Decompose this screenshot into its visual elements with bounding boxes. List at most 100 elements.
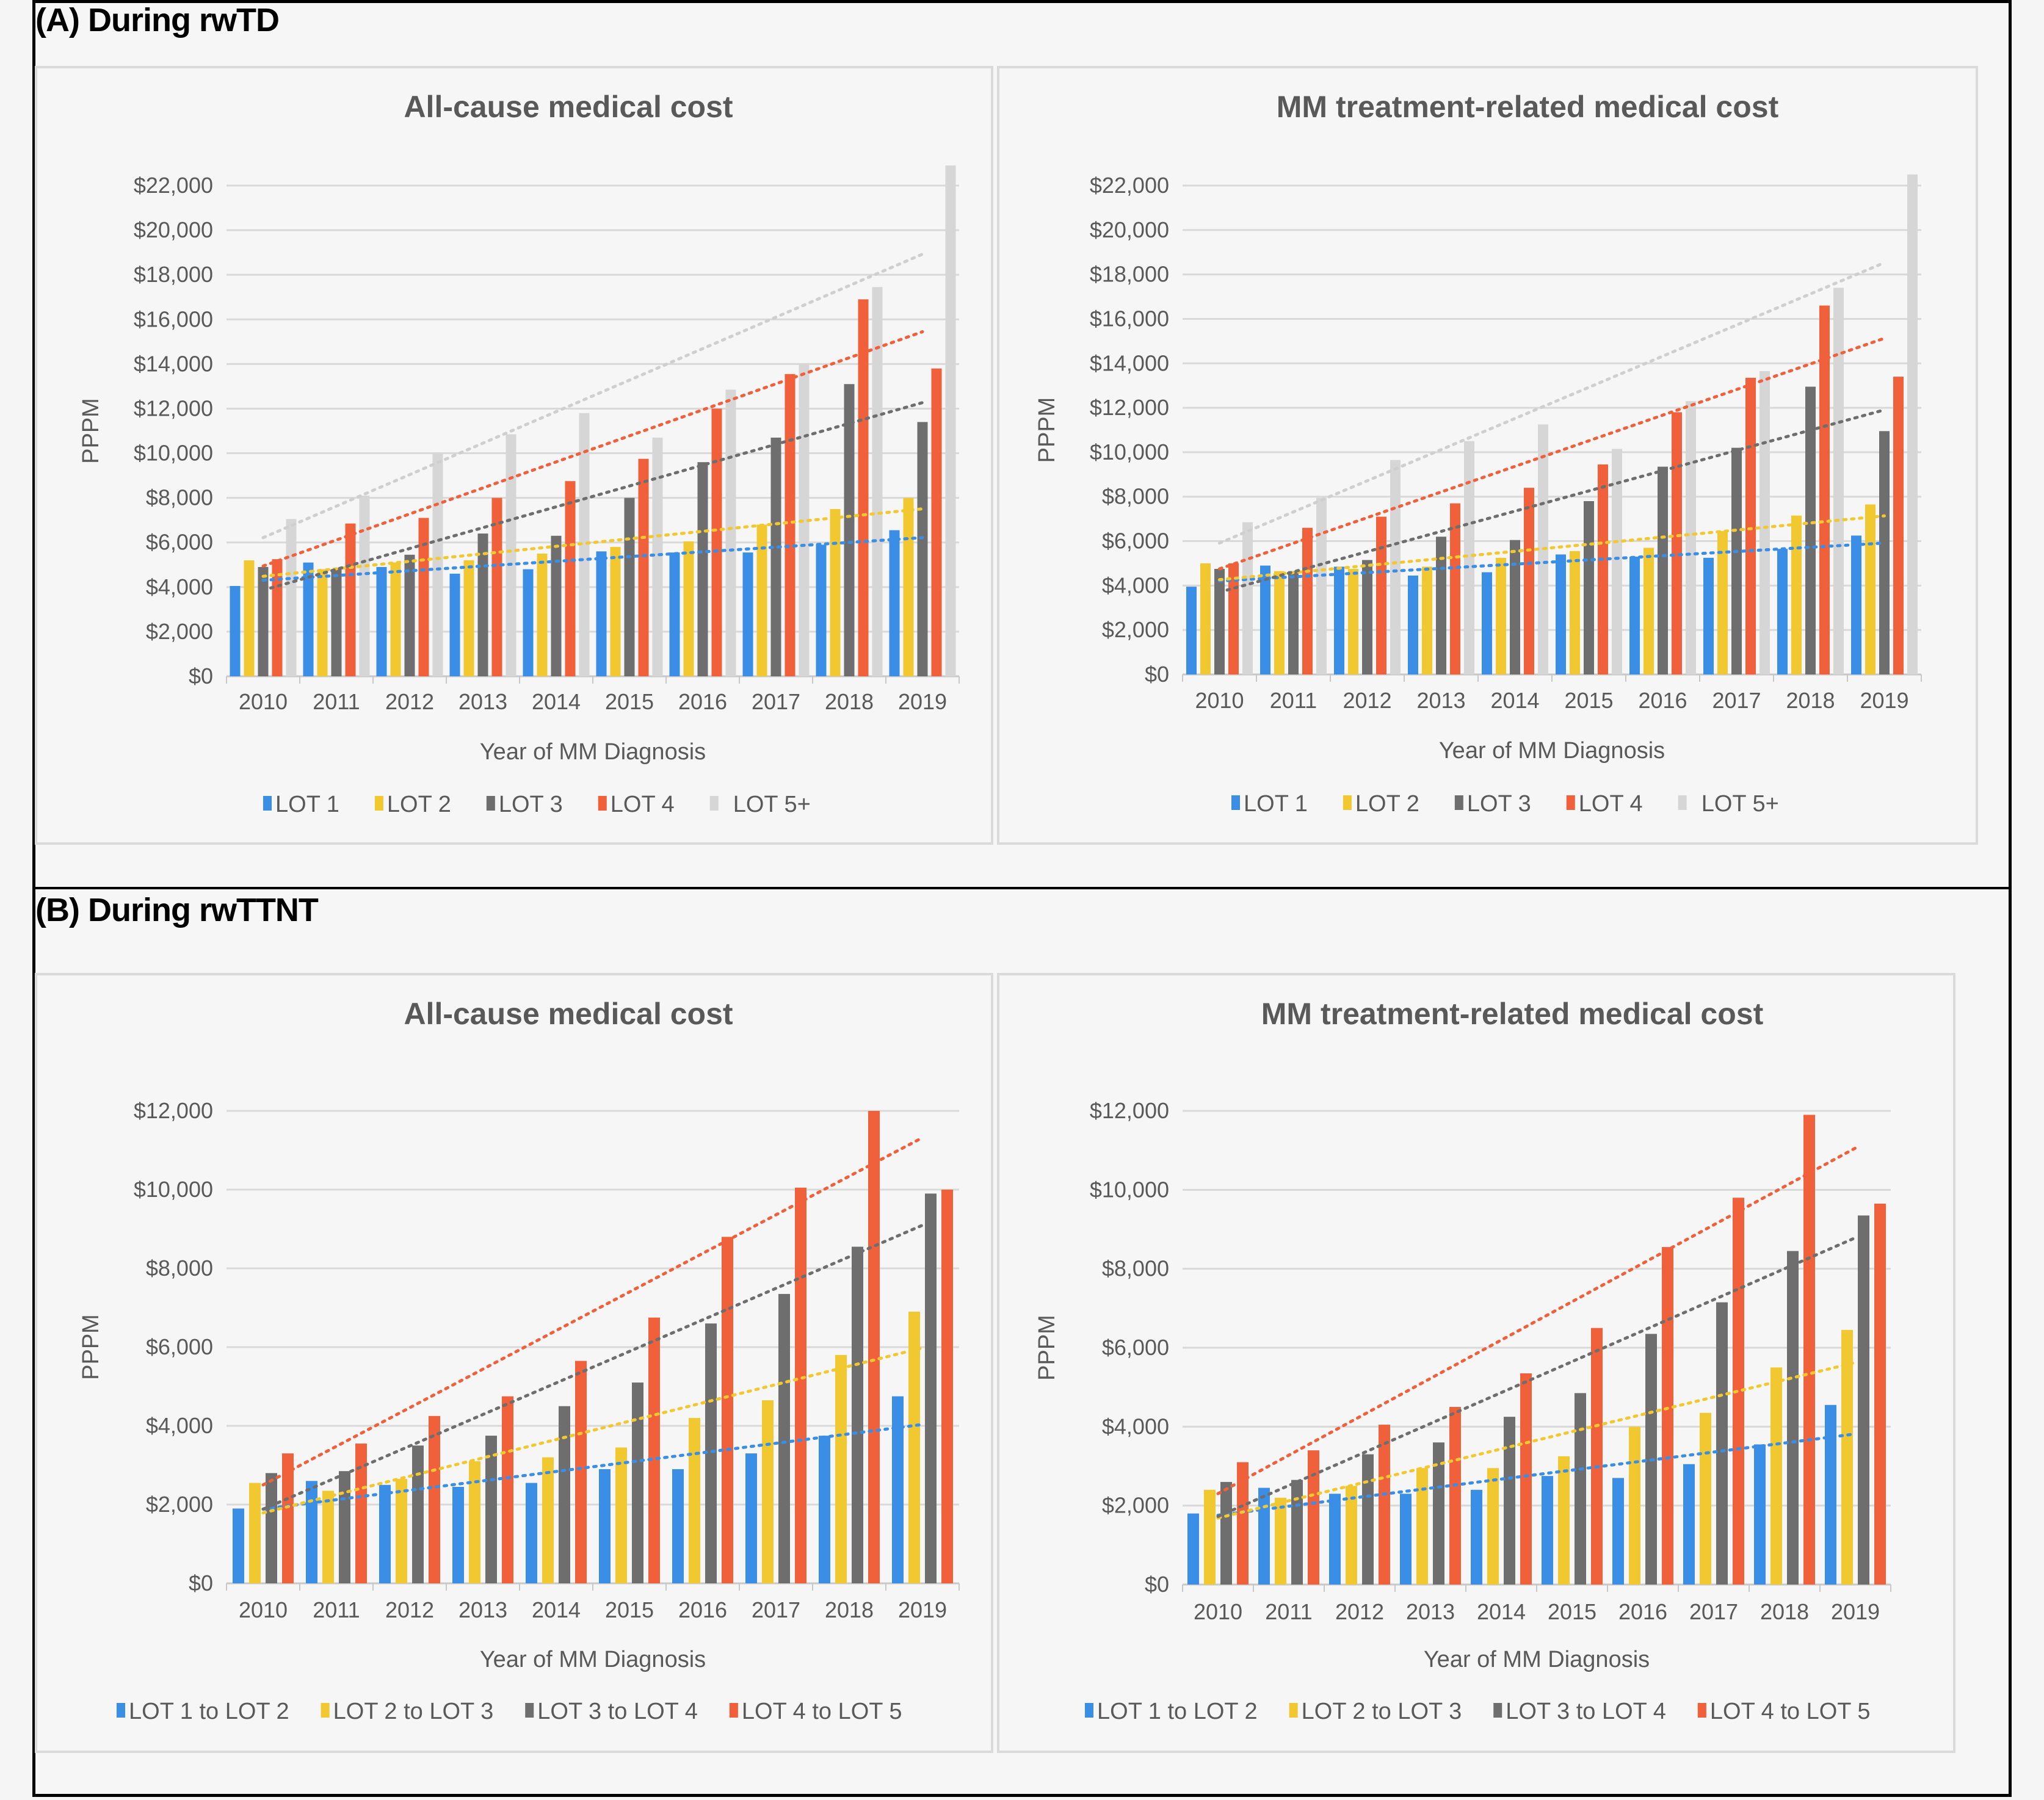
y-tick-label: $8,000	[146, 1256, 213, 1281]
bar-lot-4	[638, 458, 649, 676]
legend-swatch	[117, 1703, 125, 1718]
legend-label: LOT 4	[1579, 791, 1643, 817]
bar-lot-4-to-lot-5	[722, 1237, 733, 1583]
bar-lot-4	[1893, 377, 1904, 674]
x-axis-title: Year of MM Diagnosis	[480, 1647, 706, 1672]
bar-lot-3	[1436, 537, 1446, 674]
bar-lot-1	[1851, 535, 1861, 674]
bar-lot-2	[903, 497, 914, 676]
panel-divider	[32, 887, 2012, 889]
bar-lot-5-	[1907, 174, 1918, 674]
bar-lot-2-to-lot-3	[1487, 1468, 1499, 1585]
x-tick-label: 2019	[898, 1597, 947, 1622]
bar-lot-4-to-lot-5	[941, 1190, 953, 1583]
x-tick-label: 2014	[532, 1597, 581, 1622]
bar-lot-5-	[579, 413, 590, 676]
x-tick-label: 2012	[1343, 688, 1391, 713]
bar-lot-3	[697, 462, 708, 676]
trendline-lot-3-to-lot-4	[1216, 1236, 1857, 1518]
bar-lot-2	[1865, 504, 1875, 674]
x-tick-label: 2019	[1831, 1599, 1880, 1624]
bar-lot-2	[1200, 563, 1211, 674]
bar-lot-4	[1672, 412, 1682, 674]
bar-lot-3-to-lot-4	[705, 1323, 717, 1583]
y-axis-title: PPPM	[1034, 1315, 1060, 1381]
x-tick-label: 2015	[1564, 688, 1613, 713]
bar-lot-2	[1570, 551, 1580, 674]
x-tick-label: 2018	[1760, 1599, 1809, 1624]
legend-swatch	[1289, 1703, 1298, 1718]
bar-lot-5-	[1833, 287, 1844, 674]
legend-swatch	[486, 796, 495, 811]
bar-lot-3-to-lot-4	[559, 1406, 570, 1583]
legend-label: LOT 2 to LOT 3	[1302, 1699, 1462, 1724]
y-tick-label: $0	[189, 1570, 213, 1596]
x-tick-label: 2016	[1638, 688, 1687, 713]
legend-label: LOT 1 to LOT 2	[1097, 1699, 1258, 1724]
bar-lot-4	[418, 518, 429, 676]
legend-label: LOT 4	[611, 792, 675, 817]
legend-swatch	[525, 1703, 534, 1718]
bar-lot-1-to-lot-2	[672, 1469, 684, 1583]
bar-lot-4-to-lot-5	[355, 1444, 367, 1583]
trendline-lot-3	[261, 401, 924, 592]
y-tick-label: $8,000	[1102, 484, 1169, 509]
bar-lot-4-to-lot-5	[575, 1361, 587, 1583]
bar-lot-3-to-lot-4	[1291, 1480, 1303, 1585]
legend-label: LOT 4 to LOT 5	[1710, 1699, 1871, 1724]
bar-lot-3-to-lot-4	[1575, 1393, 1586, 1585]
bar-lot-2	[1644, 548, 1654, 674]
x-tick-label: 2011	[313, 1597, 360, 1622]
bar-lot-5-	[652, 437, 663, 676]
bar-lot-2	[244, 560, 255, 676]
bar-lot-5-	[1612, 449, 1622, 674]
bar-lot-3	[1805, 386, 1816, 674]
y-tick-label: $4,000	[1102, 573, 1169, 598]
trendline-lot-4	[1218, 336, 1886, 571]
bar-lot-1-to-lot-2	[745, 1453, 757, 1583]
bar-lot-2	[1717, 531, 1728, 674]
bar-lot-3	[551, 535, 562, 676]
bar-lot-4	[491, 497, 502, 676]
bar-lot-2-to-lot-3	[762, 1400, 774, 1583]
x-axis-title: Year of MM Diagnosis	[1439, 738, 1665, 764]
x-tick-label: 2014	[1477, 1599, 1526, 1624]
trendline-lot-2-to-lot-3	[1216, 1361, 1857, 1520]
legend-label: LOT 5+	[1702, 791, 1779, 817]
bar-lot-4-to-lot-5	[795, 1187, 806, 1583]
legend-label: LOT 2 to LOT 3	[333, 1699, 494, 1724]
legend-label: LOT 1 to LOT 2	[129, 1699, 289, 1724]
bar-lot-1	[1260, 565, 1270, 674]
bar-lot-1-to-lot-2	[1471, 1489, 1482, 1585]
y-tick-label: $4,000	[146, 574, 213, 599]
bar-lot-1-to-lot-2	[1400, 1494, 1412, 1585]
bar-lot-4	[931, 368, 942, 676]
bar-lot-4	[785, 374, 795, 676]
y-tick-label: $4,000	[146, 1413, 213, 1438]
bar-lot-1-to-lot-2	[379, 1484, 391, 1583]
x-tick-label: 2014	[1490, 688, 1539, 713]
bar-lot-4	[1524, 488, 1534, 674]
bar-lot-4-to-lot-5	[1379, 1425, 1390, 1585]
bar-lot-1	[742, 552, 753, 676]
bar-lot-3	[844, 384, 855, 676]
bar-lot-2	[756, 524, 767, 676]
x-tick-label: 2017	[752, 1597, 800, 1622]
bar-lot-1	[1334, 566, 1344, 674]
trendline-lot-2	[1218, 514, 1886, 582]
bar-lot-1	[303, 562, 314, 676]
x-tick-label: 2012	[385, 1597, 434, 1622]
y-axis-title: PPPM	[78, 398, 104, 464]
chart-a-mm-treatment: MM treatment-related medical cost $0 $2,00…	[997, 66, 1978, 845]
bar-lot-5-	[286, 519, 297, 676]
bar-lot-1-to-lot-2	[1754, 1444, 1766, 1585]
x-axis-title: Year of MM Diagnosis	[480, 739, 706, 765]
y-tick-label: $2,000	[146, 1492, 213, 1517]
bar-lot-4	[1302, 527, 1313, 674]
bar-lot-5-	[872, 287, 883, 676]
bar-lot-2-to-lot-3	[542, 1457, 554, 1583]
trendline-lot-2	[261, 507, 924, 578]
bar-lot-3-to-lot-4	[925, 1193, 937, 1583]
bar-lot-4-to-lot-5	[1591, 1328, 1603, 1585]
legend-label: LOT 3 to LOT 4	[1506, 1699, 1666, 1724]
